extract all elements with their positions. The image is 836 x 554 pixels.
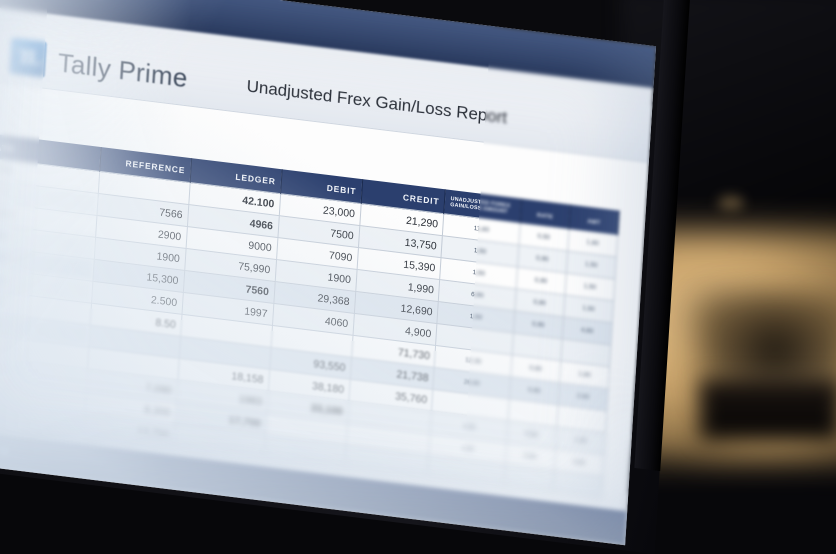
cell-extra2	[552, 470, 603, 499]
background-ledge	[700, 380, 836, 440]
taskbar-icon-3[interactable]	[0, 446, 9, 457]
report-table: DATE REFERENCE LEDGER DEBIT CREDIT UNADJ…	[0, 132, 620, 500]
monitor-screen: Media Biotech TL Tally Prime Unadjusted …	[0, 0, 657, 546]
tally-logo-glyph: TL	[17, 44, 40, 70]
background-light-speck	[718, 196, 744, 210]
report-table-container[interactable]: DATE REFERENCE LEDGER DEBIT CREDIT UNADJ…	[0, 132, 620, 500]
cell-extra1	[503, 464, 554, 493]
window-title-text: Media Biotech	[8, 0, 103, 1]
